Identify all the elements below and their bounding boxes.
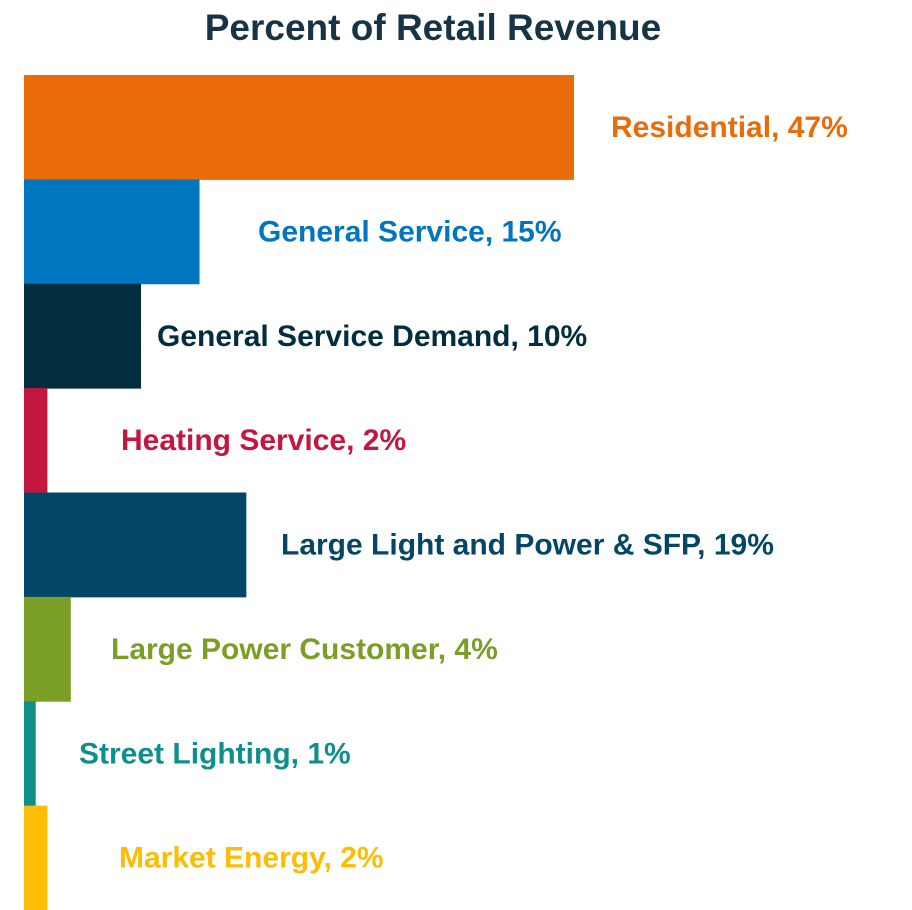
- bar: [24, 701, 36, 807]
- bar: [24, 596, 71, 702]
- value-label: Market Energy, 2%: [119, 842, 384, 875]
- value-label: Large Power Customer, 4%: [111, 633, 498, 666]
- value-label: General Service Demand, 10%: [157, 320, 587, 353]
- value-label: General Service, 15%: [258, 215, 562, 248]
- bar: [24, 283, 142, 389]
- bar: [24, 805, 48, 910]
- bar: [24, 75, 574, 180]
- value-label: Residential, 47%: [611, 111, 848, 144]
- bar: [24, 492, 247, 598]
- value-label: Heating Service, 2%: [121, 424, 406, 457]
- bar: [24, 179, 200, 285]
- bar: [24, 388, 48, 493]
- value-label: Large Light and Power & SFP, 19%: [281, 529, 774, 562]
- value-label: Street Lighting, 1%: [79, 737, 351, 770]
- chart-title: Percent of Retail Revenue: [205, 7, 661, 48]
